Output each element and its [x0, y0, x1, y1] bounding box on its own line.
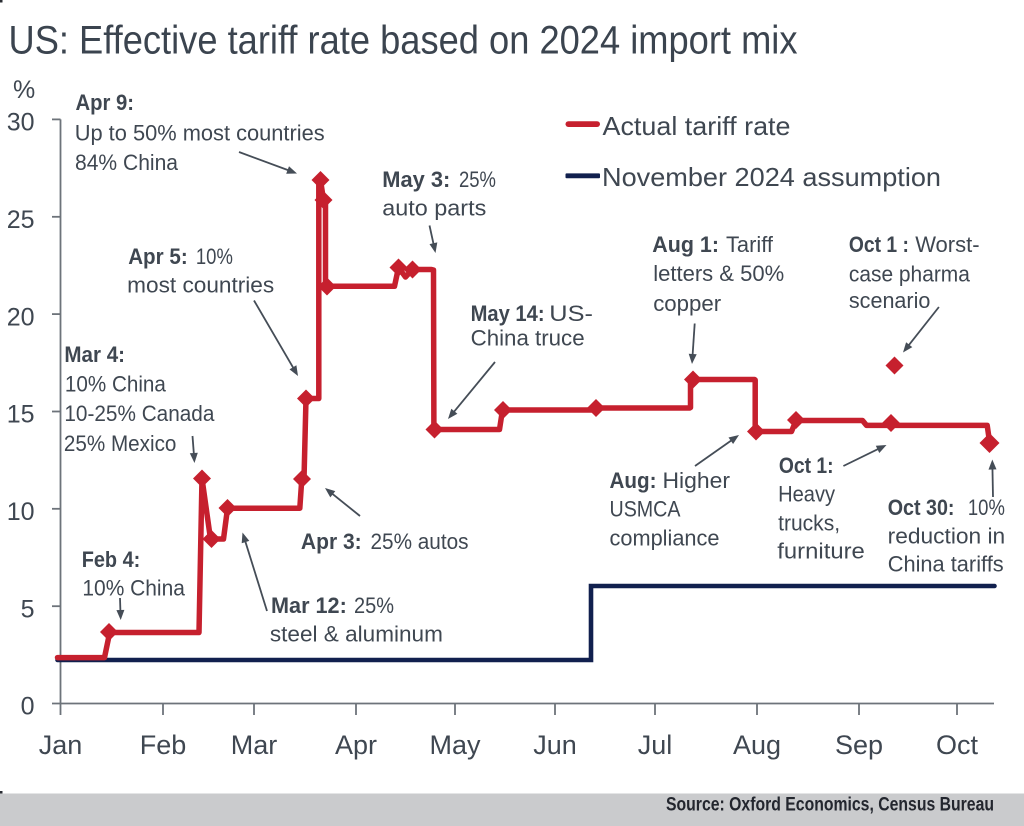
- svg-text:25% autos: 25% autos: [371, 529, 469, 554]
- svg-text:Aug: Aug: [733, 730, 781, 760]
- svg-text:Tariff: Tariff: [726, 232, 774, 257]
- svg-text:Apr 5:: Apr 5:: [128, 244, 188, 269]
- svg-text:Mar 4:: Mar 4:: [64, 342, 125, 367]
- svg-text:Aug 1:: Aug 1:: [652, 232, 719, 257]
- svg-text:30: 30: [7, 109, 35, 137]
- svg-text:Oct: Oct: [936, 730, 979, 760]
- svg-text:10-25% Canada: 10-25% Canada: [64, 401, 214, 426]
- svg-text:84% China: 84% China: [75, 150, 178, 175]
- svg-text:Jan: Jan: [39, 730, 83, 760]
- svg-text:Jun: Jun: [533, 730, 577, 760]
- svg-text:Oct 1 :: Oct 1 :: [849, 232, 909, 257]
- svg-text:25%: 25%: [354, 593, 394, 618]
- svg-text:Higher: Higher: [663, 468, 731, 493]
- svg-text:10%: 10%: [968, 495, 1005, 520]
- svg-text:Feb: Feb: [140, 730, 187, 760]
- svg-text:25% Mexico: 25% Mexico: [64, 431, 176, 456]
- svg-text:USMCA: USMCA: [610, 497, 681, 522]
- svg-text:China tariffs: China tariffs: [888, 552, 1004, 577]
- svg-text:Apr: Apr: [335, 730, 377, 760]
- svg-text:25: 25: [7, 206, 35, 234]
- svg-text:case pharma: case pharma: [849, 262, 970, 287]
- svg-text:Up to 50% most countries: Up to 50% most countries: [75, 120, 325, 145]
- svg-text:10% China: 10% China: [82, 576, 185, 601]
- svg-text:0: 0: [21, 693, 35, 721]
- svg-text:Apr 9:: Apr 9:: [76, 90, 135, 115]
- svg-text:25%: 25%: [459, 167, 496, 192]
- svg-text:10% China: 10% China: [65, 371, 166, 396]
- svg-text:Source: Oxford Economics, Cens: Source: Oxford Economics, Census Bureau: [666, 795, 994, 816]
- svg-text:Feb 4:: Feb 4:: [82, 547, 141, 572]
- svg-text:Aug:: Aug:: [610, 468, 657, 493]
- svg-text:reduction in: reduction in: [888, 524, 1006, 549]
- svg-text:trucks,: trucks,: [778, 511, 840, 536]
- svg-text:10: 10: [7, 498, 35, 526]
- svg-text:15: 15: [7, 401, 35, 429]
- svg-text:most countries: most countries: [127, 273, 274, 298]
- svg-text:5: 5: [21, 595, 35, 623]
- svg-text:auto parts: auto parts: [382, 196, 486, 221]
- svg-text:Sep: Sep: [835, 730, 883, 760]
- svg-text:20: 20: [7, 303, 35, 331]
- svg-text:letters & 50%: letters & 50%: [653, 261, 784, 286]
- svg-text:Jul: Jul: [638, 730, 673, 760]
- svg-text:US-: US-: [549, 301, 593, 326]
- svg-text:steel & aluminum: steel & aluminum: [270, 622, 443, 647]
- svg-text:Mar 12:: Mar 12:: [271, 593, 347, 618]
- svg-text:November 2024 assumption: November 2024 assumption: [602, 162, 941, 192]
- svg-text:US: Effective tariff rate base: US: Effective tariff rate based on 2024 …: [9, 18, 798, 62]
- svg-text:scenario: scenario: [849, 288, 931, 313]
- svg-text:Worst-: Worst-: [915, 232, 979, 257]
- svg-text:May: May: [429, 730, 481, 760]
- svg-text:Heavy: Heavy: [778, 482, 836, 507]
- svg-text:copper: copper: [653, 291, 722, 316]
- svg-text:Mar: Mar: [231, 730, 278, 760]
- svg-text:10%: 10%: [196, 244, 233, 269]
- svg-text:May 14:: May 14:: [471, 301, 545, 326]
- svg-text:furniture: furniture: [777, 539, 865, 564]
- svg-text:%: %: [13, 76, 35, 104]
- svg-text:compliance: compliance: [610, 526, 720, 551]
- svg-text:Oct 30:: Oct 30:: [888, 495, 955, 520]
- svg-text:China truce: China truce: [471, 326, 585, 351]
- svg-text:Apr 3:: Apr 3:: [301, 529, 362, 554]
- svg-text:May 3:: May 3:: [382, 167, 450, 192]
- svg-text:Actual tariff rate: Actual tariff rate: [603, 111, 791, 141]
- svg-text:Oct 1:: Oct 1:: [779, 453, 834, 478]
